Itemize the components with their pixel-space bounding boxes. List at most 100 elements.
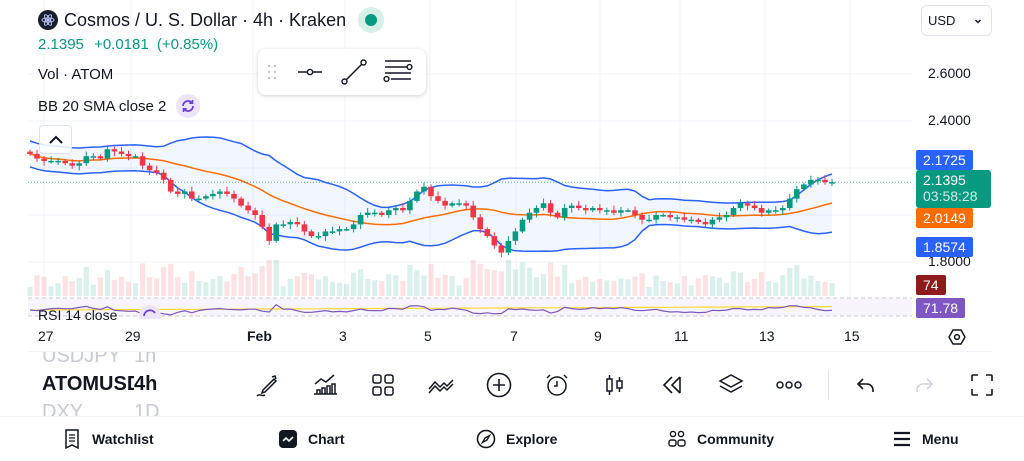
bar-countdown: 03:58:28 (923, 188, 978, 204)
horizontal-line-tool[interactable] (292, 54, 328, 90)
layouts-button[interactable] (364, 366, 402, 404)
horizontal-line-icon (298, 68, 322, 76)
time-axis-label: 29 (125, 328, 141, 344)
indicators-icon (314, 374, 337, 395)
last-price-value: 2.1395 (923, 172, 966, 188)
time-axis[interactable]: 27 29 Feb 3 5 7 9 11 13 15 (0, 326, 1024, 348)
price-axis-label: 2.4000 (928, 112, 971, 128)
volume-badge: 74 (916, 275, 946, 295)
time-axis-label: 7 (510, 328, 518, 344)
draw-icon (256, 375, 278, 397)
replay-button[interactable] (654, 366, 692, 404)
chart-settings-button[interactable] (946, 326, 968, 348)
bottom-navigation: Watchlist Chart Explore Community Menu (0, 417, 1024, 461)
community-icon (667, 429, 687, 449)
chevron-down-icon (974, 18, 982, 24)
indicator-bb[interactable]: BB 20 SMA close 2 (38, 94, 384, 118)
nav-chart[interactable]: Chart (278, 429, 345, 449)
alert-icon (546, 374, 568, 396)
currency-select[interactable]: USD (921, 5, 992, 36)
undo-button[interactable] (847, 366, 885, 404)
bottom-toolbar (248, 362, 1021, 408)
loading-cycle-icon (176, 94, 201, 118)
price-axis-label: 1.8000 (928, 253, 971, 269)
chart-icon (278, 429, 298, 449)
replay-icon (662, 376, 681, 394)
picker-item-active[interactable]: ATOMUSD 4h (42, 373, 158, 395)
time-axis-label: 5 (424, 328, 432, 344)
price-chart-canvas[interactable] (0, 0, 1024, 326)
indicator-volume[interactable]: Vol · ATOM (38, 64, 384, 84)
watchlist-icon (62, 429, 82, 449)
fullscreen-button[interactable] (963, 366, 1001, 404)
last-price: 2.1395 (38, 36, 84, 53)
bb-upper-price-badge: 2.1725 (916, 150, 973, 170)
time-axis-label: 11 (674, 328, 689, 344)
time-axis-label: 27 (38, 328, 54, 344)
more-button[interactable] (770, 366, 808, 404)
time-axis-label: 9 (594, 328, 602, 344)
divider (28, 351, 992, 352)
undo-icon (856, 378, 874, 392)
chart-type-button[interactable] (596, 366, 634, 404)
more-icon (776, 381, 802, 389)
add-button[interactable] (480, 366, 518, 404)
symbol-title[interactable]: Cosmos / U. S. Dollar · 4h · Kraken (64, 9, 347, 30)
market-status-indicator[interactable] (358, 7, 385, 33)
layers-button[interactable] (712, 366, 750, 404)
nav-explore[interactable]: Explore (476, 429, 557, 449)
divider (0, 416, 1024, 417)
market-open-dot-icon (365, 14, 378, 26)
rsi-loading-cycle-icon (139, 305, 161, 319)
draw-button[interactable] (248, 366, 286, 404)
layouts-icon (372, 374, 394, 396)
chart-type-icon (606, 375, 623, 395)
fib-retracement-tool[interactable] (380, 54, 416, 90)
chevron-up-icon (48, 135, 63, 144)
price-change-row: 2.1395 +0.0181 (+0.85%) (38, 36, 384, 56)
indicator-rsi-label[interactable]: RSI 14 close (38, 307, 118, 320)
chart-pane[interactable]: Cosmos / U. S. Dollar · 4h · Kraken 2.13… (0, 0, 1024, 350)
picker-item[interactable]: USDJPY 1h (42, 352, 157, 367)
time-axis-label: 13 (759, 328, 775, 344)
redo-button[interactable] (905, 366, 943, 404)
currency-value: USD (928, 13, 956, 28)
indicator-volume-label: Vol · ATOM (38, 65, 114, 83)
floating-drawing-toolbar (258, 49, 426, 95)
menu-hamburger-icon (892, 429, 912, 449)
collapse-legend-button[interactable] (39, 125, 72, 154)
chart-legend: Cosmos / U. S. Dollar · 4h · Kraken 2.13… (38, 7, 385, 118)
settings-hexagon-icon (948, 329, 966, 345)
drag-grip-icon[interactable] (266, 62, 278, 82)
fib-retracement-icon (383, 60, 413, 83)
bb-lower-price-badge: 1.8574 (916, 237, 973, 257)
price-change-pct: (+0.85%) (156, 36, 219, 53)
picker-item[interactable]: DXY 1D (42, 401, 160, 416)
add-icon (486, 372, 512, 398)
symbol-picker-wheel[interactable]: USDJPY 1h ATOMUSD 4h DXY 1D (30, 352, 190, 416)
time-axis-label: 3 (339, 328, 347, 344)
last-price-badge: 2.1395 03:58:28 (916, 170, 991, 208)
bb-basis-price-badge: 2.0149 (916, 208, 973, 228)
nav-menu[interactable]: Menu (892, 429, 959, 449)
layers-icon (718, 374, 744, 393)
compare-button[interactable] (422, 366, 460, 404)
indicator-bb-label: BB 20 SMA close 2 (38, 97, 167, 115)
indicators-button[interactable] (306, 366, 344, 404)
price-change: +0.0181 (94, 36, 149, 53)
nav-watchlist[interactable]: Watchlist (62, 429, 154, 449)
cosmos-atom-logo-icon (38, 10, 58, 30)
trend-line-tool[interactable] (336, 54, 372, 90)
alert-button[interactable] (538, 366, 576, 404)
time-axis-label: Feb (247, 328, 272, 344)
redo-icon (916, 378, 934, 392)
toolbar-separator (828, 370, 829, 400)
price-axis-label: 2.6000 (928, 65, 971, 81)
rsi-value-badge: 71.78 (916, 298, 966, 318)
nav-community[interactable]: Community (667, 429, 774, 449)
compare-icon (428, 379, 454, 394)
time-axis-label: 15 (844, 328, 860, 344)
trend-line-icon (341, 59, 367, 85)
fullscreen-icon (971, 374, 993, 396)
